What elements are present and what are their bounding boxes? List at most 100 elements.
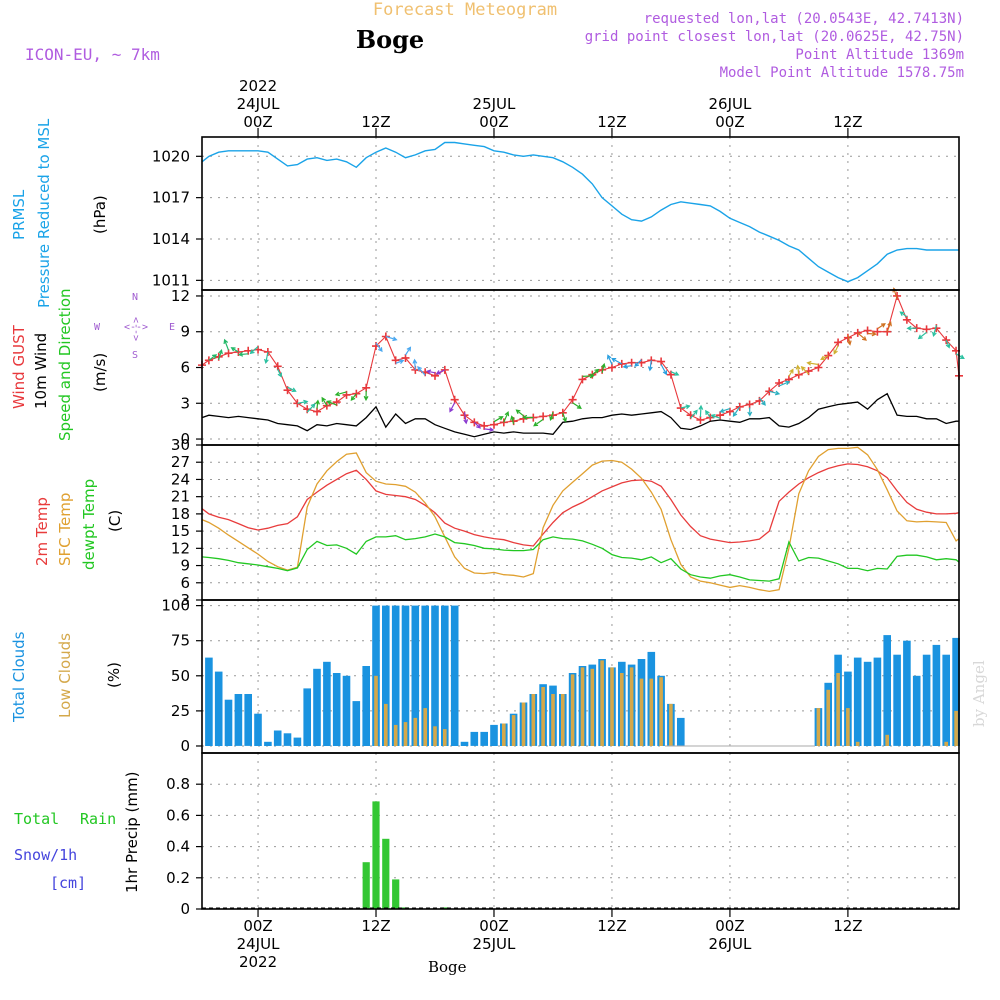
clouds-ytick-label: 75 <box>171 632 190 650</box>
rain-bar <box>392 879 400 909</box>
top-time-label: 00Z <box>243 113 272 131</box>
wind-direction-arrow <box>622 364 632 369</box>
clouds-ytick-label: 25 <box>171 702 190 720</box>
precipitation-ytick-label: 0 <box>180 900 190 918</box>
wind-gust-marker <box>863 326 872 335</box>
wind-direction-arrow <box>867 331 877 337</box>
wind-direction-arrow <box>326 400 337 406</box>
wind-direction-arrow <box>899 311 908 318</box>
total-clouds-bar <box>401 605 410 746</box>
total-clouds-bar <box>873 657 882 746</box>
wind-direction-arrow <box>906 325 917 331</box>
wind-direction-arrow <box>719 408 731 413</box>
wind-gust-marker <box>617 359 626 368</box>
wind-direction-arrow <box>607 354 613 365</box>
total-clouds-bar <box>883 635 891 746</box>
wind-direction-arrow <box>634 359 642 367</box>
model-name: ICON-EU, ~ 7km <box>25 45 160 64</box>
watermark: by Angel <box>970 660 988 727</box>
sfc-temp-label: SFC Temp <box>56 493 74 566</box>
plot-area: 1011101410171020036912369121518212427300… <box>152 77 965 971</box>
grid-point-coords: grid point closest lon,lat (20.0625E, 42… <box>585 29 964 45</box>
wind-direction-arrow <box>582 373 595 379</box>
wind-ytick-label: 6 <box>180 359 190 377</box>
wind-gust-marker <box>607 363 616 372</box>
wind-direction-arrow <box>680 404 691 410</box>
top-time-label: 00Z <box>479 113 508 131</box>
low-clouds-bar <box>393 724 398 746</box>
wind-direction-arrow <box>660 364 667 376</box>
temp-2m-line <box>201 463 960 547</box>
wind-direction-arrow <box>820 355 829 360</box>
wind-gust-marker <box>313 407 322 416</box>
low-clouds-bar <box>433 726 437 746</box>
wind-direction-arrow <box>591 368 600 376</box>
total-clouds-bar <box>421 605 429 746</box>
wind-gust-marker <box>814 363 823 372</box>
total-clouds-bar <box>214 671 223 746</box>
pressure-ytick-label: 1017 <box>152 189 190 207</box>
wind-direction-arrow <box>788 368 794 377</box>
wind-direction-arrow <box>522 414 534 420</box>
wind-direction-arrow <box>473 421 482 429</box>
low-clouds-bar <box>443 729 447 746</box>
bottom-time-label: 12Z <box>597 917 626 935</box>
wind-compass: N S W E <--> <--> <box>94 292 175 361</box>
pressure-ytick-label: 1011 <box>152 271 190 289</box>
low-clouds-bar <box>885 734 889 746</box>
total-clouds-bar <box>224 699 233 746</box>
wind-gust-marker <box>204 356 213 365</box>
compass-south: S <box>132 350 138 361</box>
temperature-ytick-label: 24 <box>171 470 190 488</box>
total-rain-label: Total <box>14 810 59 828</box>
wind-speed-direction-label: Speed and Direction <box>56 288 74 441</box>
total-clouds-bar <box>912 675 921 746</box>
low-clouds-bar <box>600 660 604 746</box>
temperature-ytick-label: 12 <box>171 539 190 557</box>
wind-direction-arrow <box>846 334 852 346</box>
total-clouds-label: Total Clouds <box>10 631 28 723</box>
dewpt-temp-label: dewpt Temp <box>80 479 98 570</box>
temperature-frame <box>201 444 960 601</box>
wind-direction-arrow <box>223 338 230 351</box>
wind-gust-marker <box>578 375 587 384</box>
wind-panel: 0 3 6 9 12 <box>171 287 965 448</box>
wind-direction-arrow <box>955 353 965 360</box>
wind-gust-marker <box>657 357 666 366</box>
total-clouds-bar <box>342 675 351 746</box>
wind-direction-arrow <box>747 407 753 417</box>
total-clouds-bar <box>391 605 400 746</box>
total-clouds-bar <box>293 737 302 746</box>
wind-gust-marker <box>922 325 931 334</box>
total-clouds-bar <box>922 654 931 746</box>
total-clouds-bar <box>273 730 282 746</box>
wind-direction-arrow <box>404 346 412 356</box>
wind-direction-arrow <box>769 390 781 396</box>
chart-title: Forecast Meteogram <box>373 0 557 20</box>
total-clouds-bar <box>863 661 872 746</box>
wind-gust-marker <box>873 327 882 336</box>
low-clouds-bar <box>659 677 663 746</box>
snow-unit-label: [cm] <box>50 874 86 892</box>
top-time-label: 00Z <box>715 113 744 131</box>
precipitation-ytick-label: 0.2 <box>166 869 190 887</box>
wind-direction-arrow <box>758 397 766 406</box>
wind-direction-arrow <box>705 409 711 418</box>
wind-gust-marker <box>440 365 449 374</box>
precip-unit: 1hr Precip (mm) <box>123 772 141 893</box>
wind-gust-marker <box>834 338 843 347</box>
temperature-ytick-label: 6 <box>180 574 190 592</box>
wind-gust-marker <box>480 421 489 430</box>
low-clouds-bar <box>944 741 948 746</box>
wind-direction-arrow <box>800 365 810 375</box>
low-clouds-bar <box>541 687 545 746</box>
wind-direction-arrow <box>287 386 297 392</box>
total-clouds-bar <box>205 657 213 746</box>
wind-gust-marker <box>539 412 548 421</box>
top-time-label: 12Z <box>597 113 626 131</box>
temperature-ytick-label: 15 <box>171 522 190 540</box>
wind-direction-arrow <box>334 391 347 397</box>
wind-direction-arrow <box>795 364 801 375</box>
total-clouds-bar <box>332 673 341 746</box>
total-clouds-bar <box>283 733 292 746</box>
